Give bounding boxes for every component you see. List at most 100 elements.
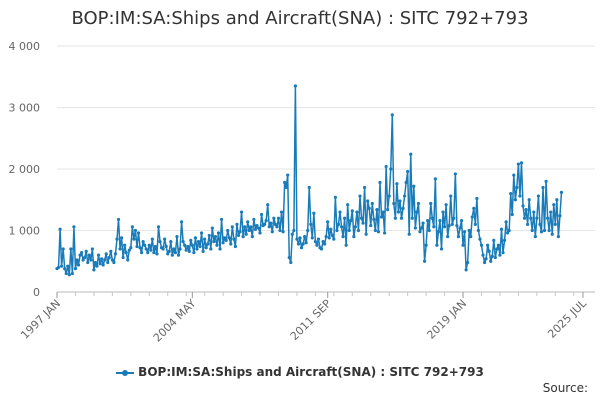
data-point	[419, 226, 424, 230]
data-point	[204, 246, 208, 250]
data-point	[263, 222, 267, 226]
data-point	[378, 180, 382, 185]
data-point	[538, 222, 542, 226]
data-point	[398, 199, 402, 203]
data-point	[116, 217, 121, 222]
data-point	[210, 226, 214, 230]
data-point	[244, 232, 248, 236]
data-point	[473, 222, 477, 226]
data-point	[422, 259, 427, 263]
data-point	[153, 244, 158, 249]
data-point	[279, 210, 284, 214]
data-point	[60, 264, 64, 268]
data-point	[252, 217, 256, 222]
data-point	[163, 237, 167, 241]
data-point	[178, 247, 182, 251]
data-point	[106, 260, 110, 265]
data-point	[506, 231, 510, 235]
data-point	[313, 239, 317, 244]
data-point	[452, 216, 456, 220]
data-point	[73, 267, 78, 271]
data-point	[426, 219, 430, 223]
data-point	[559, 190, 564, 194]
data-point	[175, 235, 179, 239]
data-point	[90, 247, 94, 251]
data-point	[126, 258, 130, 262]
data-point	[447, 223, 451, 228]
data-point	[338, 210, 342, 214]
x-tick-label: 1997 JAN	[18, 297, 63, 342]
data-point	[512, 173, 516, 177]
data-point	[223, 236, 227, 240]
data-point	[100, 257, 104, 261]
y-tick-label: 2 000	[9, 163, 41, 176]
data-point	[493, 255, 497, 260]
data-point	[255, 223, 259, 228]
data-point	[201, 249, 205, 254]
data-point	[467, 228, 471, 233]
data-point	[286, 173, 290, 177]
data-point	[490, 254, 494, 258]
data-point	[552, 203, 556, 207]
data-point	[193, 236, 198, 240]
data-point	[98, 262, 102, 266]
data-point	[307, 185, 311, 190]
data-point	[75, 258, 79, 262]
data-point	[152, 251, 156, 255]
data-point	[183, 243, 187, 247]
data-point	[227, 236, 231, 240]
data-point	[526, 222, 530, 226]
data-point	[304, 241, 308, 245]
x-tick-label: 2025 JUL	[545, 296, 589, 340]
data-point	[402, 194, 407, 198]
data-point	[155, 252, 159, 256]
data-point	[166, 252, 170, 256]
data-point	[61, 247, 65, 251]
data-point	[198, 244, 202, 249]
x-tick-label: 2011 SEP	[288, 297, 334, 343]
data-point	[172, 247, 176, 251]
data-point	[156, 225, 161, 229]
data-point	[466, 260, 470, 265]
data-point	[113, 252, 118, 256]
data-point	[392, 201, 396, 206]
data-point	[364, 232, 368, 236]
data-point	[395, 182, 399, 186]
data-point	[58, 227, 62, 231]
data-point	[529, 216, 533, 220]
data-point	[386, 207, 390, 212]
data-point	[326, 220, 330, 224]
data-point	[415, 210, 419, 214]
data-point	[295, 237, 299, 241]
data-point	[143, 243, 147, 247]
data-point	[147, 243, 151, 247]
data-point	[367, 206, 371, 210]
data-point	[230, 225, 234, 229]
data-point	[56, 265, 61, 269]
data-point	[409, 152, 413, 156]
data-point	[115, 237, 119, 241]
data-point	[533, 235, 537, 239]
chart-legend[interactable]: BOP:IM:SA:Ships and Aircraft(SNA) : SITC…	[0, 365, 600, 379]
data-point	[256, 226, 261, 230]
data-point	[224, 238, 228, 242]
data-point	[381, 210, 385, 214]
data-point	[389, 167, 393, 171]
data-point	[243, 225, 247, 229]
data-point	[284, 185, 288, 190]
data-point	[69, 247, 73, 251]
data-point	[96, 253, 101, 257]
data-point	[250, 235, 254, 239]
data-point	[276, 216, 281, 220]
data-point	[264, 219, 268, 223]
data-point	[376, 230, 381, 234]
data-point	[221, 241, 225, 245]
data-point	[235, 222, 239, 226]
data-point	[421, 221, 425, 225]
data-point	[553, 222, 557, 226]
data-point	[206, 242, 210, 246]
data-point	[241, 235, 245, 239]
data-point	[507, 228, 511, 233]
data-point	[327, 236, 331, 240]
data-point	[289, 260, 293, 265]
